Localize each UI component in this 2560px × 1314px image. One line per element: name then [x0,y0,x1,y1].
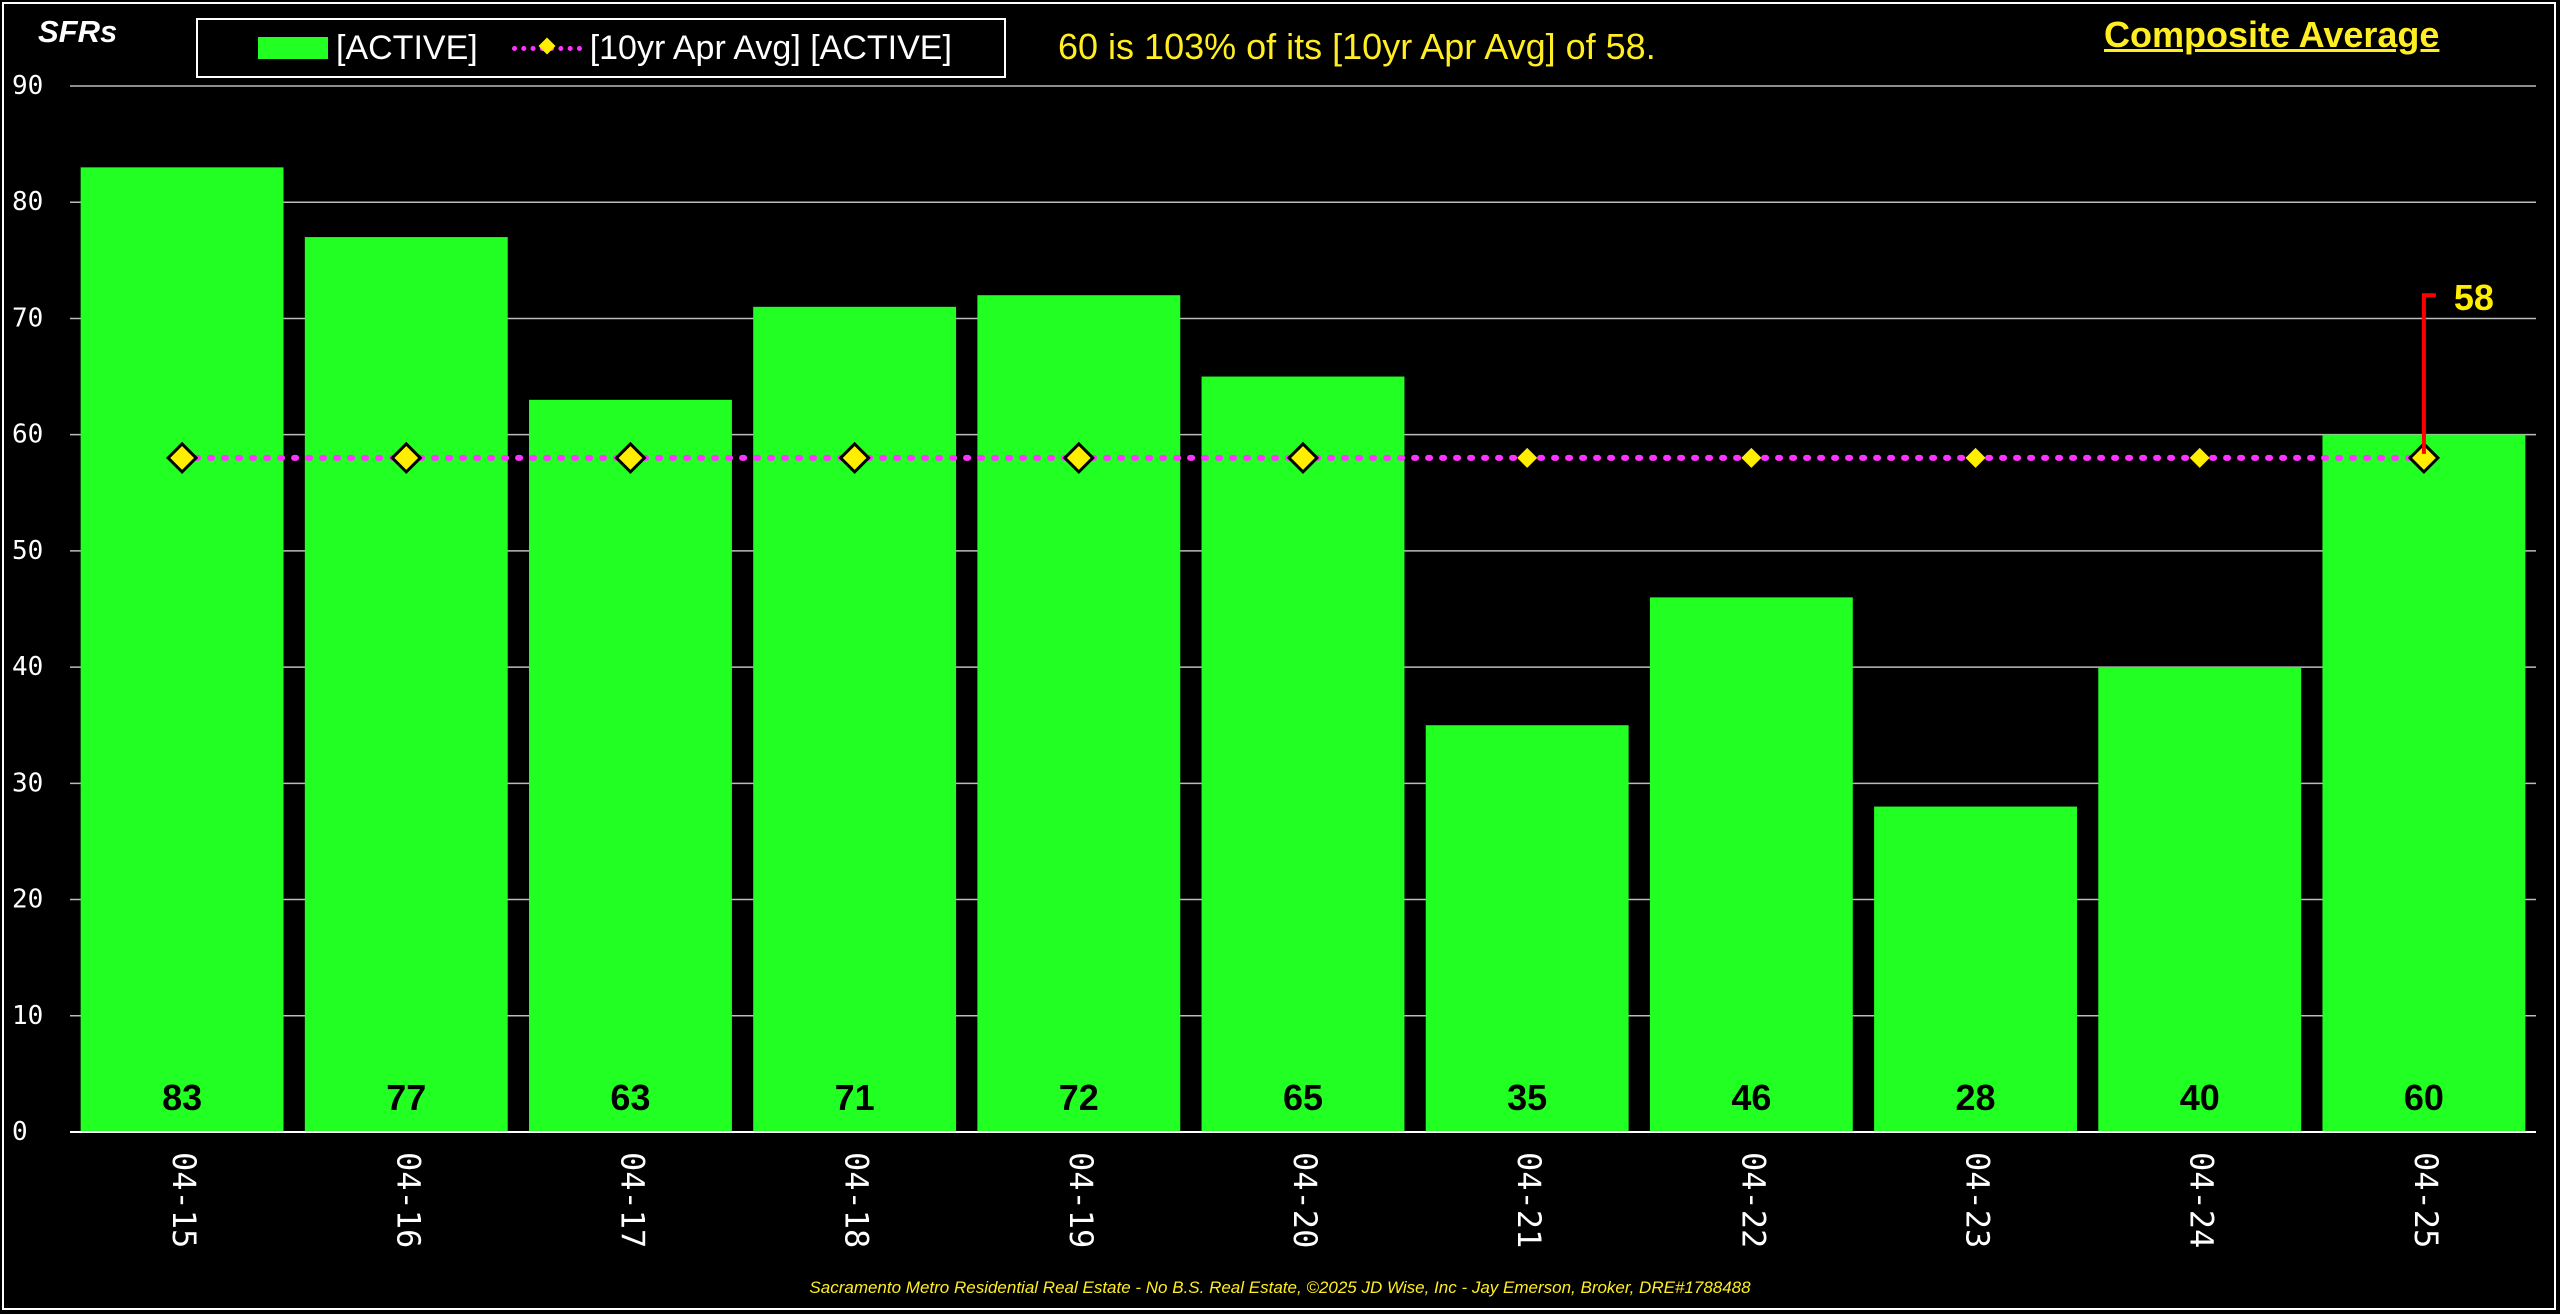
bar [753,306,957,1132]
legend-label-avg: [10yr Apr Avg] [ACTIVE] [589,28,952,67]
bar-value-label: 35 [1507,1077,1547,1118]
legend-bar-swatch [258,37,328,59]
bar-value-label: 77 [386,1077,426,1118]
callout-label: 58 [2454,277,2494,318]
comparison-note: 60 is 103% of its [10yr Apr Avg] of 58. [1058,26,1656,67]
bar [2322,434,2526,1133]
average-marker [390,441,423,475]
y-tick-label: 80 [12,187,43,217]
diamond-icon [538,37,556,55]
y-tick-label: 50 [12,536,43,566]
legend-label-active: [ACTIVE] [336,28,478,67]
bar [2098,667,2302,1132]
bar [1425,725,1629,1132]
bar [80,167,284,1132]
callout-line [2421,293,2436,454]
bar-value-label: 28 [1956,1077,1996,1118]
bar-value-label: 71 [835,1077,875,1118]
x-tick-label: 04-19 [1062,1152,1100,1248]
bar [304,237,508,1133]
y-tick-label: 20 [12,885,43,915]
y-tick-label: 70 [12,303,43,333]
composite-average-link[interactable]: Composite Average [2104,14,2440,55]
y-tick-label: 10 [12,1001,43,1031]
x-tick-label: 04-17 [613,1152,651,1248]
bar [1649,597,1853,1132]
x-tick-label: 04-24 [2183,1152,2221,1248]
y-tick-label: 60 [12,420,43,450]
bar-value-label: 63 [610,1077,650,1118]
x-tick-label: 04-16 [389,1152,427,1248]
average-marker [1741,447,1762,468]
average-marker [2189,447,2210,468]
average-marker [1517,447,1538,468]
y-tick-label: 30 [12,768,43,798]
x-tick-label: 04-22 [1734,1152,1772,1248]
average-marker [838,441,871,475]
bar [1201,376,1405,1132]
x-tick-label: 04-23 [1959,1152,1997,1248]
bar-value-label: 65 [1283,1077,1323,1118]
bar-value-label: 40 [2180,1077,2220,1118]
bar [1874,806,2077,1132]
average-marker [165,441,199,475]
legend: [ACTIVE] [10yr Apr Avg] [ACTIVE] [196,18,1006,78]
x-tick-label: 04-21 [1510,1152,1548,1248]
bar-value-label: 46 [1731,1077,1771,1118]
x-tick-label: 04-25 [2407,1152,2445,1248]
average-marker [1965,447,1986,468]
average-marker [1062,441,1095,475]
average-marker [2407,441,2441,475]
legend-line-swatch [511,37,582,59]
average-marker [614,441,647,475]
y-tick-label: 0 [12,1117,28,1147]
bar-value-label: 83 [162,1077,202,1118]
y-tick-label: 90 [12,71,43,101]
x-tick-label: 04-20 [1286,1152,1324,1248]
footer-credit: Sacramento Metro Residential Real Estate… [809,1278,1751,1297]
bar [977,295,1181,1132]
y-tick-label: 40 [12,652,43,682]
x-tick-label: 04-18 [838,1152,876,1248]
average-marker [1286,441,1320,475]
bar-value-label: 60 [2404,1077,2444,1118]
y-axis-label: SFRs [38,14,118,49]
x-tick-label: 04-15 [165,1152,203,1248]
bar-value-label: 72 [1059,1077,1099,1118]
bar [529,399,732,1132]
